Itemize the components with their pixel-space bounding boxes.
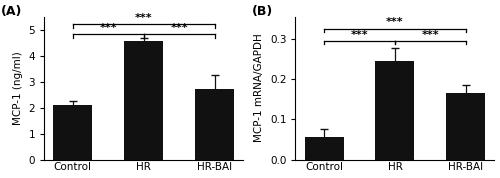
Text: ***: ***	[350, 30, 368, 40]
Text: (B): (B)	[252, 5, 273, 18]
Bar	[195, 89, 234, 160]
Bar	[304, 137, 344, 160]
Bar	[124, 41, 164, 160]
Y-axis label: MCP-1 (ng/ml): MCP-1 (ng/ml)	[13, 51, 23, 125]
Bar	[376, 61, 414, 160]
Bar	[446, 93, 486, 160]
Text: ***: ***	[422, 30, 439, 40]
Text: ***: ***	[100, 23, 117, 33]
Y-axis label: MCP-1 mRNA/GAPDH: MCP-1 mRNA/GAPDH	[254, 34, 264, 142]
Text: ***: ***	[135, 13, 152, 23]
Bar	[54, 105, 92, 160]
Text: ***: ***	[386, 17, 404, 27]
Text: ***: ***	[170, 23, 188, 33]
Text: (A): (A)	[0, 5, 22, 18]
